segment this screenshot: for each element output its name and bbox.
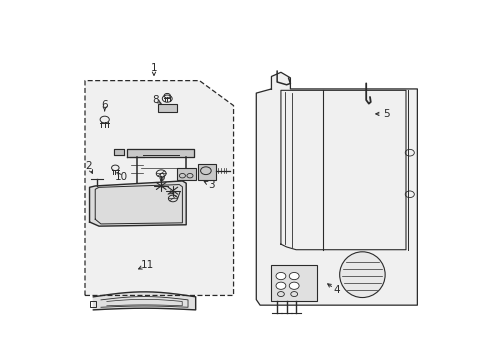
Circle shape [289,273,299,280]
Polygon shape [127,149,193,157]
Bar [197,164,215,180]
Bar [271,265,316,301]
Text: 6: 6 [101,100,108,110]
Text: 11: 11 [141,260,154,270]
Circle shape [289,282,299,289]
Circle shape [200,167,211,175]
Ellipse shape [339,252,385,297]
Text: 9: 9 [158,173,164,183]
Text: 1: 1 [150,63,157,73]
Text: 8: 8 [151,95,158,105]
Text: 5: 5 [382,109,389,119]
Polygon shape [85,81,233,296]
Polygon shape [114,149,123,156]
Bar [176,168,195,180]
Polygon shape [89,181,186,226]
Polygon shape [256,72,416,305]
Text: 4: 4 [333,285,340,296]
Text: 3: 3 [208,180,215,190]
Circle shape [275,273,285,280]
Bar [89,301,96,307]
Circle shape [275,282,285,289]
Bar [158,104,176,112]
Text: 10: 10 [114,172,127,182]
Polygon shape [93,292,195,310]
Text: 7: 7 [174,191,181,201]
Text: 2: 2 [85,161,92,171]
